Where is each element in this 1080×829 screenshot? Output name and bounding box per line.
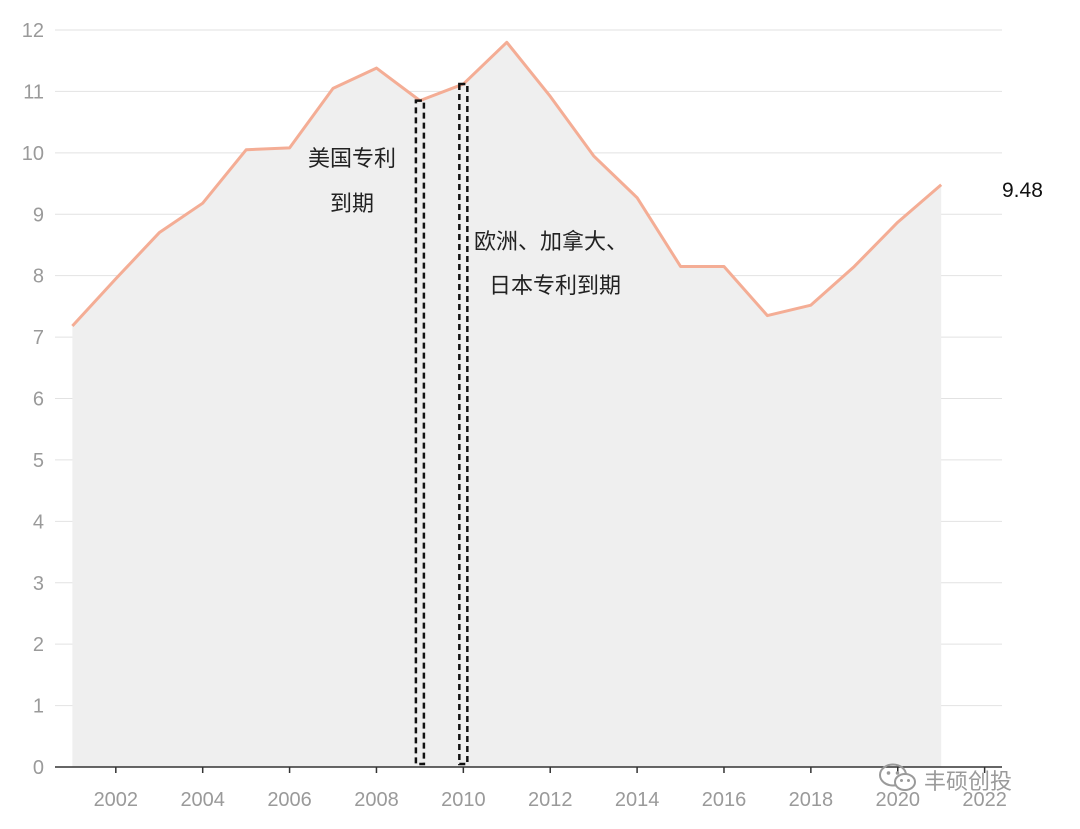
x-tick-label: 2016 [702,789,747,811]
wechat-icon [878,762,918,798]
area-fill [72,42,942,768]
watermark-text: 丰硕创投 [924,770,1013,795]
annotation-us-line2: 到期 [330,192,374,217]
us-expiry-marker [414,99,426,766]
y-tick-label: 11 [23,81,44,103]
y-tick-label: 6 [33,389,44,411]
annotation-eu-line2: 日本专利到期 [489,274,621,299]
x-tick-label: 2008 [354,789,399,811]
annotation-us-line1: 美国专利 [308,147,396,172]
x-tick-label: 2014 [615,789,660,811]
x-tick-label: 2020 [875,789,920,811]
y-tick-label: 4 [33,511,44,533]
y-tick-label: 7 [33,327,44,349]
y-tick-label: 8 [33,266,44,288]
y-tick-label: 3 [33,573,44,595]
y-tick-label: 0 [33,757,44,779]
x-tick-marks [115,767,986,773]
annotation-eu-line1: 欧洲、加拿大、 [474,229,628,255]
watermark: 丰硕创投 [878,760,1012,800]
y-tick-label: 1 [33,696,44,718]
x-tick-label: 2022 [962,789,1007,811]
x-tick-label: 2010 [441,789,486,811]
y-tick-label: 9 [33,204,44,226]
expiry-markers [414,82,469,766]
x-tick-labels: 2002 2004 2006 2008 2010 2012 2014 2016 2018 2020… [94,789,1007,811]
y-tick-label: 2 [33,634,44,656]
x-tick-label: 2002 [94,789,139,811]
y-tick-label: 10 [22,143,44,165]
x-tick-label: 2012 [528,789,573,811]
x-tick-label: 2006 [267,789,312,811]
y-tick-label: 12 [22,20,44,42]
eu-ca-jp-expiry-marker [458,82,469,766]
x-tick-label: 2018 [789,789,834,811]
end-value-label: 9.48 [1002,179,1043,202]
x-tick-label: 2004 [180,789,225,811]
series-line [71,40,943,328]
y-tick-label: 5 [33,450,44,472]
